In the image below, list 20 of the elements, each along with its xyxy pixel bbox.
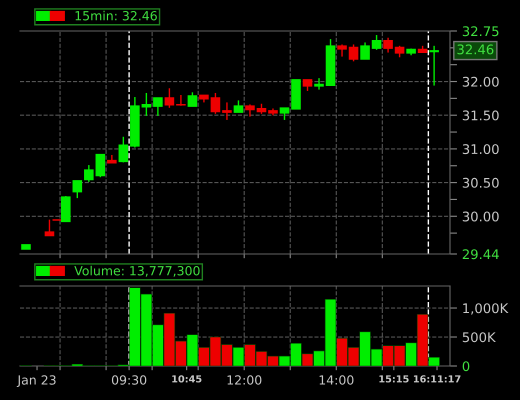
y-tick-label: 32.75 — [462, 26, 498, 36]
x-tick-label: 16:11:17 — [414, 375, 460, 383]
x-tick-label: 15:15 — [379, 375, 409, 383]
x-tick-label: 09:30 — [112, 375, 146, 385]
y-tick-label: 31.00 — [462, 144, 499, 154]
y-tick-label: 1,000K — [463, 303, 509, 315]
y-tick-label: 31.50 — [462, 110, 499, 120]
y-tick-label: 500K — [462, 332, 496, 342]
y-tick-label: 32.00 — [462, 76, 499, 87]
y-tick-label: 0 — [462, 361, 470, 372]
y-tick-label: 29.44 — [462, 249, 499, 260]
y-tick-label: 30.50 — [462, 178, 499, 188]
x-tick-label: 10:45 — [172, 375, 202, 383]
text: 32.46 — [457, 44, 494, 54]
x-tick-label: 14:00 — [320, 375, 354, 385]
x-tick-label: 12:00 — [228, 375, 262, 385]
legend-label: 15min: 32.46 — [76, 10, 157, 20]
x-tick-label: Jan 23 — [16, 375, 56, 388]
legend-label: Volume: 13,777,300 — [74, 266, 200, 277]
y-tick-label: 30.00 — [462, 211, 499, 222]
